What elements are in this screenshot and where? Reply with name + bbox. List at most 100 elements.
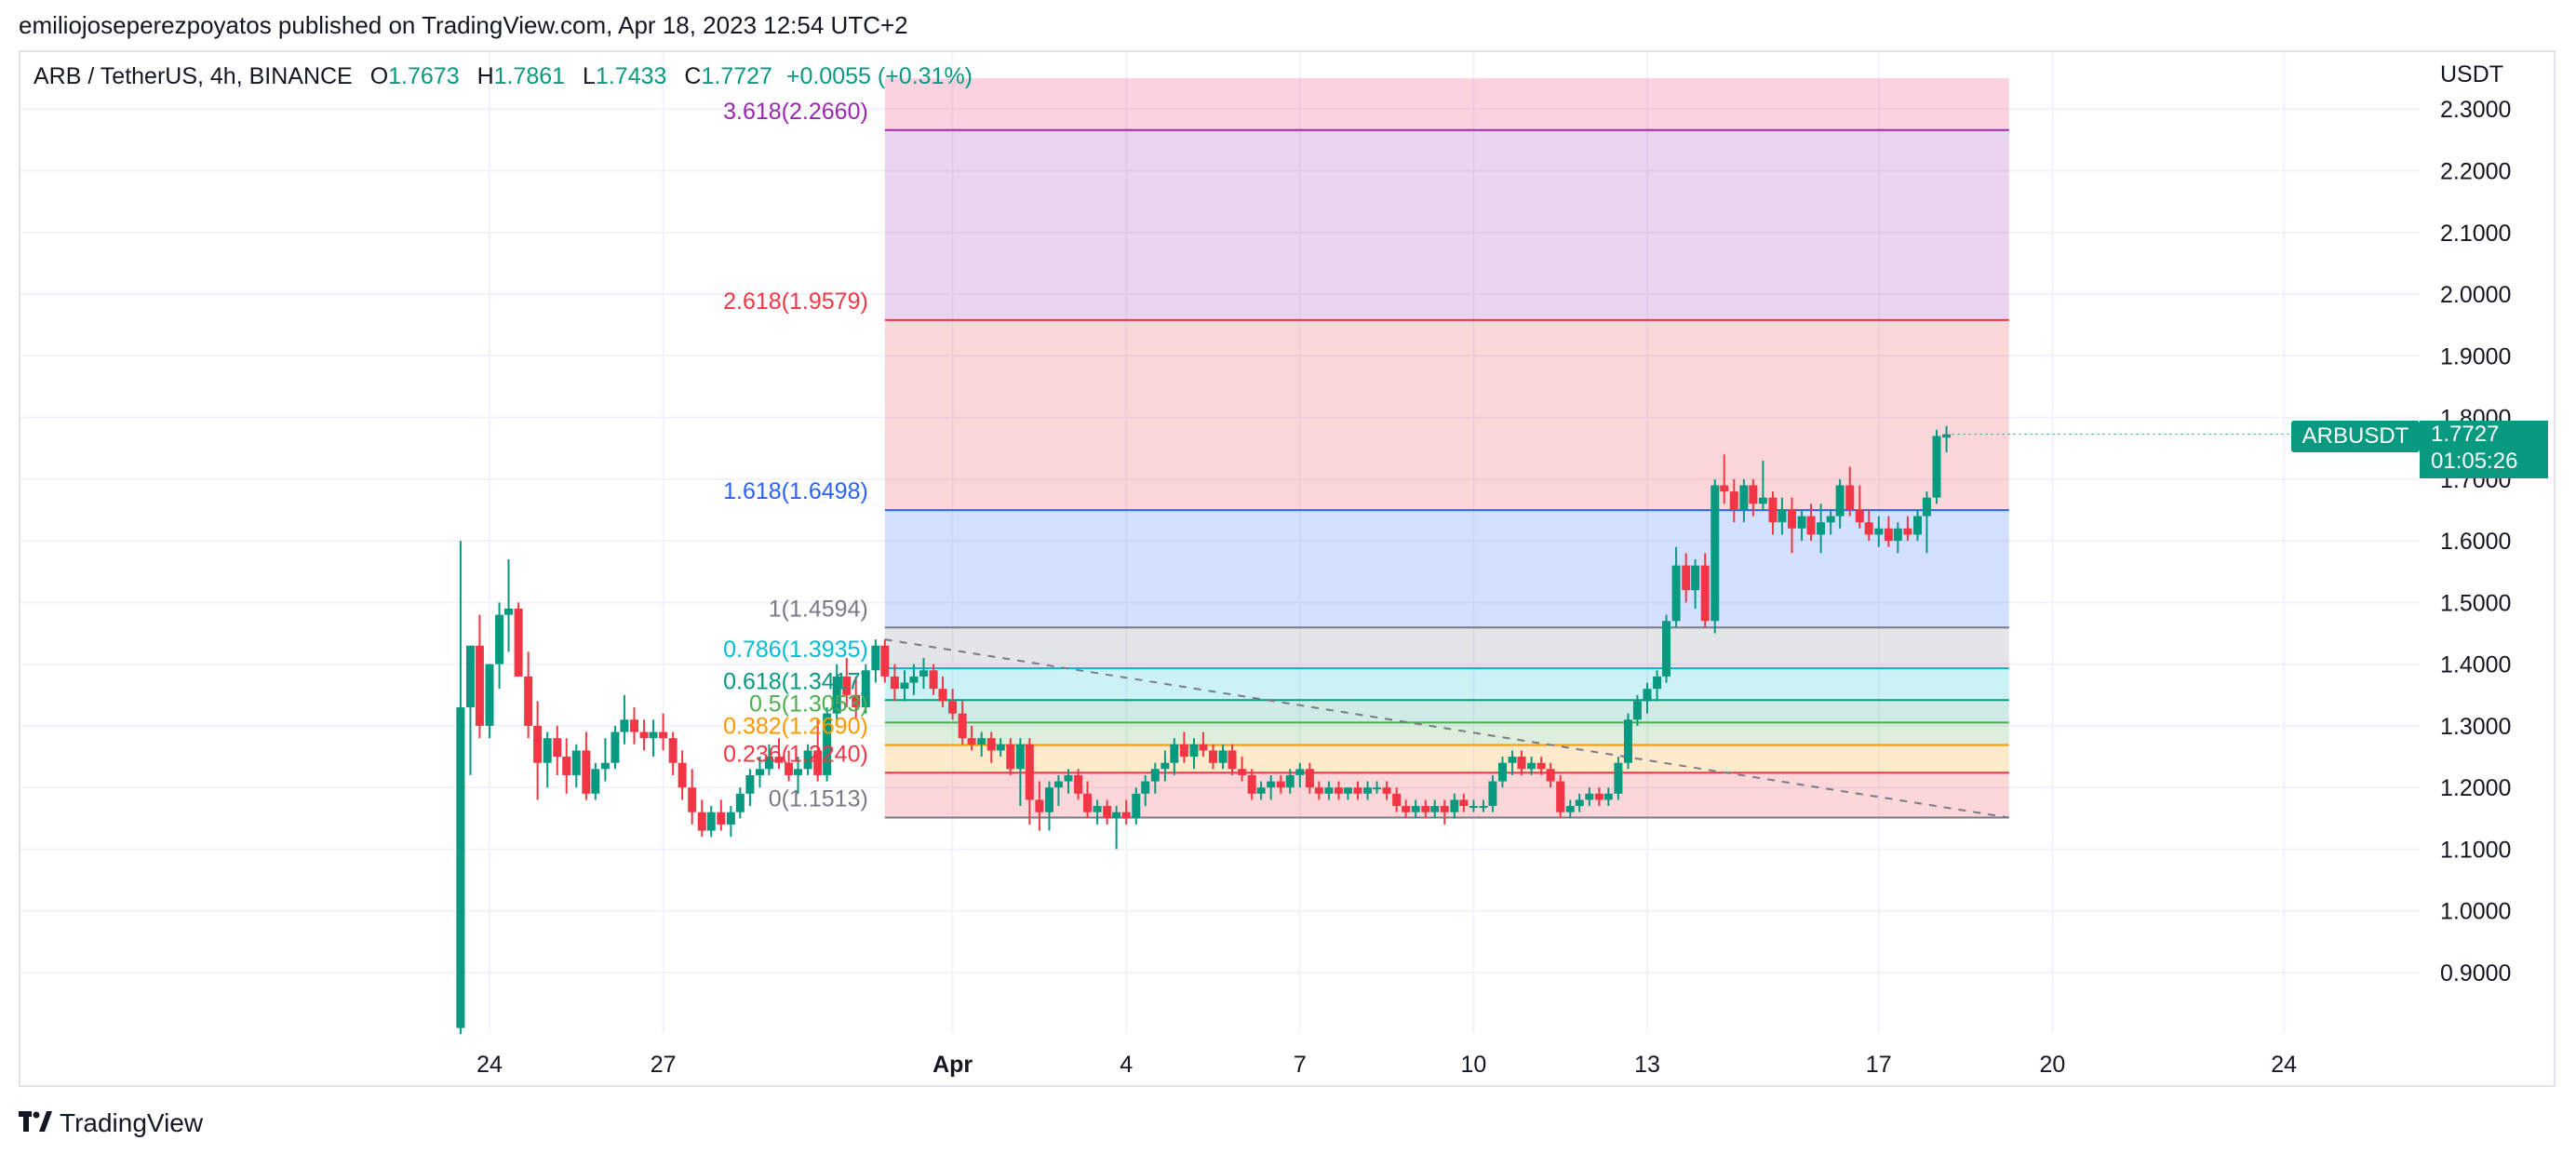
legend-symbol[interactable]: ARB / TetherUS, 4h, BINANCE (34, 63, 353, 89)
candle-body (639, 731, 649, 739)
y-tick-label: 2.0000 (2440, 282, 2511, 308)
candle-body (1682, 565, 1691, 591)
x-tick-label: 7 (1294, 1052, 1307, 1078)
fib-level-label: 2.618(1.9579) (723, 288, 868, 315)
fib-zone (884, 319, 2009, 511)
candle-body (1778, 509, 1787, 523)
candle-body (1884, 528, 1893, 542)
candle-body (1479, 806, 1488, 809)
candle-body (1585, 793, 1594, 800)
candle-body (514, 609, 523, 677)
candle-body (1343, 787, 1352, 794)
fib-zone (884, 700, 2009, 723)
fib-trendline (884, 638, 2009, 819)
candle-body (1170, 744, 1179, 763)
candle-body (485, 664, 494, 726)
fib-zone (884, 129, 2009, 320)
candle-body (1305, 769, 1314, 788)
candle-body (1421, 806, 1430, 812)
candle-body (1893, 528, 1902, 542)
candle-body (1373, 787, 1382, 790)
symbol-legend: ARB / TetherUS, 4h, BINANCE O1.7673 H1.7… (34, 63, 973, 90)
candle-body (465, 645, 475, 708)
fib-zone (884, 667, 2009, 701)
candle-body (1450, 799, 1459, 812)
candle-body (717, 812, 726, 825)
candle-body (1267, 781, 1276, 788)
candle-body (1729, 491, 1738, 510)
candle-body (1179, 744, 1188, 758)
candle-body (1459, 799, 1469, 807)
legend-high-label: H (476, 63, 494, 89)
x-tick-label: Apr (932, 1052, 973, 1078)
candle-body (1469, 806, 1478, 809)
candle-body (785, 762, 794, 775)
fib-zone (884, 78, 2009, 130)
candle-body (1527, 762, 1536, 770)
fib-level-label: 3.618(2.2660) (723, 99, 868, 125)
candle-body (1295, 769, 1305, 775)
candle-body (1614, 762, 1623, 794)
candle-body (764, 757, 773, 770)
candle-body (1711, 485, 1720, 622)
candle-body (1632, 701, 1642, 720)
fib-level-label: 0.786(1.3935) (723, 637, 868, 663)
candle-body (1314, 787, 1323, 794)
candle-body (842, 676, 852, 695)
legend-change: +0.0055 (+0.31%) (785, 63, 973, 89)
candle-body (1536, 762, 1546, 770)
candle-body (1903, 528, 1912, 535)
candle-body (967, 738, 976, 745)
candle-body (1643, 689, 1652, 702)
candle-body (1797, 516, 1806, 529)
candle-body (688, 787, 697, 812)
candle-body (823, 713, 832, 775)
candle-body (1199, 744, 1208, 751)
candle-body (1150, 769, 1160, 782)
legend-open-value: 1.7673 (388, 63, 460, 89)
candle-body (678, 762, 687, 788)
y-tick-label: 1.5000 (2440, 590, 2511, 616)
y-tick-label: 2.3000 (2440, 97, 2511, 123)
candle-body (1817, 522, 1826, 535)
candle-body (745, 774, 755, 794)
legend-low-label: L (583, 63, 596, 89)
candle-body (1015, 744, 1025, 770)
candle-body (1845, 485, 1855, 510)
legend-close-value: 1.7727 (701, 63, 772, 89)
fib-level-label: 0.236(1.2240) (723, 741, 868, 767)
y-tick-label: 1.9000 (2440, 343, 2511, 369)
candle-body (571, 750, 581, 775)
fib-fills (884, 78, 2009, 818)
fib-level-label: 1.618(1.6498) (723, 478, 868, 504)
candle-body (1912, 516, 1922, 535)
candle-body (1189, 744, 1199, 758)
axis-unit[interactable]: USDT (2440, 61, 2504, 87)
candle-body (1247, 774, 1256, 794)
candle-body (649, 731, 658, 739)
candle-body (504, 609, 514, 615)
candle-body (900, 682, 909, 690)
candle-body (880, 645, 890, 677)
candle-body (1402, 806, 1411, 812)
candle-body (1739, 485, 1749, 510)
candle-body (1508, 757, 1517, 763)
candle-body (1758, 497, 1767, 504)
candle-body (1749, 485, 1758, 504)
candle-body (1064, 774, 1073, 782)
candle-body (1006, 744, 1015, 770)
legend-high-value: 1.7861 (493, 63, 566, 89)
candle-body (1238, 769, 1247, 775)
legend-low-value: 1.7433 (595, 63, 667, 89)
x-tick-label: 13 (1634, 1052, 1660, 1078)
x-tick-label: 17 (1866, 1052, 1892, 1078)
candle-body (755, 769, 764, 775)
ticker-badge: ARBUSDT (2291, 421, 2420, 452)
tradingview-logo[interactable]: TradingView (19, 1107, 203, 1139)
candle-body (1517, 757, 1526, 770)
x-tick-label: 27 (651, 1052, 677, 1078)
candle-body (495, 614, 504, 664)
x-tick-label: 10 (1460, 1052, 1486, 1078)
fib-zone (884, 722, 2009, 745)
